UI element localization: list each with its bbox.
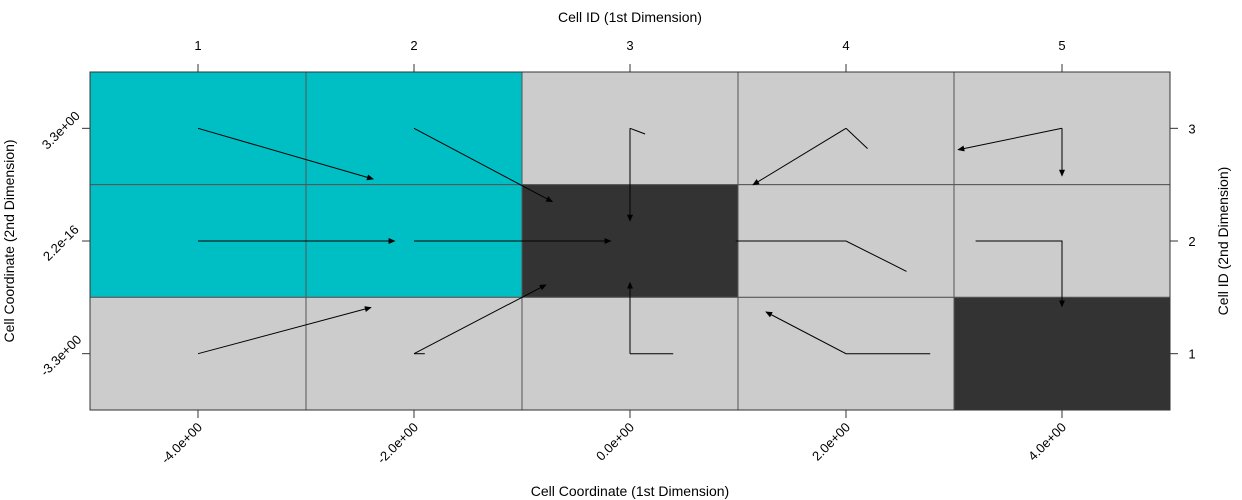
- vector-path-14: [975, 240, 1065, 308]
- cell-r1-c5: [953, 296, 1171, 411]
- left-axis-title: Cell Coordinate (2nd Dimension): [1, 139, 17, 342]
- vector-path-18: [765, 311, 931, 355]
- paths-layer: [197, 127, 1065, 355]
- vector-path-16: [413, 284, 547, 355]
- vector-path-2: [413, 127, 554, 203]
- bottom-tick-label-5: 4.0e+00: [1025, 420, 1069, 464]
- right-axis-title: Cell ID (2nd Dimension): [1215, 167, 1231, 316]
- top-axis-title: Cell ID (1st Dimension): [558, 9, 702, 25]
- left-tick-label-1: -3.3e+00: [37, 332, 84, 379]
- bottom-tick-label-3: 0.0e+00: [593, 420, 637, 464]
- vector-path-3: [629, 127, 646, 135]
- bottom-axis-title: Cell Coordinate (1st Dimension): [531, 483, 729, 499]
- top-tick-label-1: 1: [194, 38, 201, 53]
- vector-path-1: [197, 127, 374, 181]
- top-tick-label-2: 2: [410, 38, 417, 53]
- top-tick-label-4: 4: [842, 38, 849, 53]
- vector-path-15: [197, 306, 372, 355]
- vector-path-13: [735, 240, 907, 272]
- bottom-tick-label-2: -2.0e+00: [374, 420, 421, 467]
- top-tick-label-3: 3: [626, 38, 633, 53]
- right-tick-label-3: 3: [1188, 121, 1195, 136]
- left-tick-label-2: 2.2e-16: [40, 222, 82, 264]
- vector-path-5: [752, 127, 847, 186]
- vector-path-6: [845, 127, 868, 149]
- right-tick-label-2: 2: [1188, 234, 1195, 249]
- right-tick-label-1: 1: [1188, 347, 1195, 362]
- bottom-tick-label-4: 2.0e+00: [809, 420, 853, 464]
- vector-path-8: [957, 127, 1063, 152]
- top-tick-label-5: 5: [1058, 38, 1065, 53]
- left-tick-label-3: 3.3e+00: [39, 108, 83, 152]
- bottom-tick-label-1: -4.0e+00: [158, 420, 205, 467]
